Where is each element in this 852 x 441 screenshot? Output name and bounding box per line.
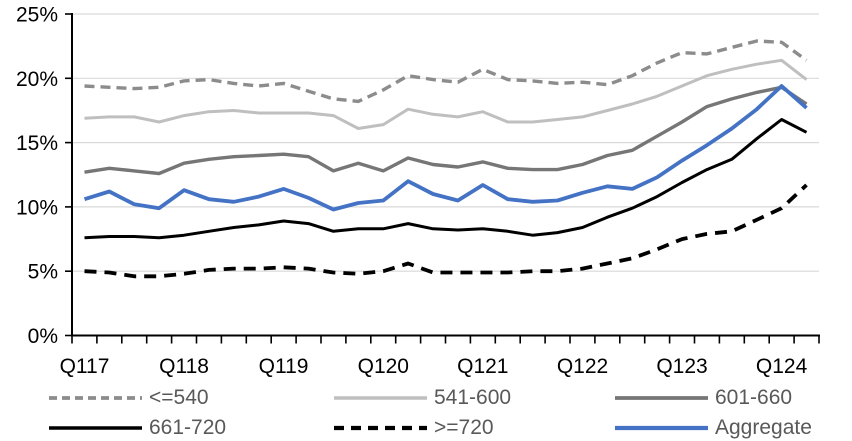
y-axis-label: 0%	[28, 325, 58, 348]
legend-label: 541-600	[434, 386, 512, 409]
y-axis-label: 10%	[16, 196, 58, 219]
legend-label: Aggregate	[715, 416, 812, 439]
x-axis-label: Q117	[60, 355, 110, 378]
legend-item-541-600: 541-600	[333, 385, 511, 411]
x-axis-label: Q122	[557, 355, 608, 378]
series-line--720	[84, 183, 808, 279]
legend-label: >=720	[434, 416, 494, 439]
legend-item--720: >=720	[333, 415, 494, 441]
series-line-661-720	[84, 118, 808, 240]
x-axis-label: Q123	[656, 355, 707, 378]
legend-swatch-icon	[615, 396, 708, 400]
series-line--540	[84, 39, 808, 104]
series-line-Aggregate	[83, 84, 808, 212]
x-axis-label: Q119	[259, 355, 309, 378]
series-line-601-660	[84, 85, 808, 176]
x-axis-label: Q118	[159, 355, 209, 378]
y-axis-label: 25%	[16, 4, 58, 27]
legend-label: 601-660	[715, 386, 793, 409]
legend-item--540: <=540	[48, 385, 209, 411]
y-axis-label: 20%	[16, 68, 58, 91]
legend-swatch-icon	[49, 396, 142, 400]
legend-item-601-660: 601-660	[614, 385, 792, 411]
legend-swatch-icon	[615, 425, 708, 431]
legend-label: 661-720	[149, 416, 227, 439]
legend-swatch-icon	[49, 426, 142, 430]
x-axis-label: Q124	[756, 355, 808, 378]
legend-swatch-icon	[334, 425, 427, 431]
legend-item-661-720: 661-720	[48, 415, 226, 441]
x-axis-label: Q121	[457, 355, 508, 378]
series-line-541-600	[84, 58, 808, 130]
y-axis-label: 5%	[28, 261, 58, 284]
y-axis-label: 15%	[16, 132, 58, 155]
legend-swatch-icon	[334, 396, 427, 400]
legend-label: <=540	[149, 386, 209, 409]
legend-item-Aggregate: Aggregate	[614, 415, 812, 441]
x-axis-label: Q120	[358, 355, 409, 378]
